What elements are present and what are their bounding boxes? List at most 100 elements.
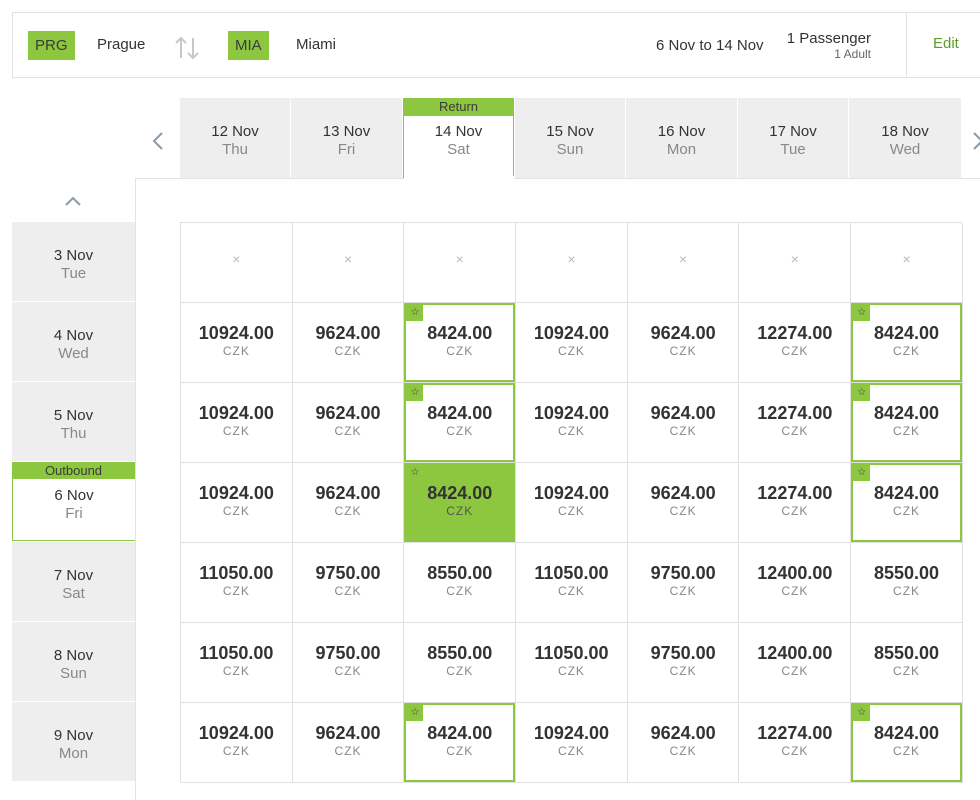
- currency-label: CZK: [557, 344, 585, 358]
- price-cell[interactable]: 8550.00 CZK: [851, 623, 963, 703]
- price-cell-unavailable: ×: [627, 223, 740, 303]
- price-cell[interactable]: 9624.00 CZK: [627, 303, 740, 383]
- price-cell[interactable]: 11050.00 CZK: [181, 623, 293, 703]
- outbound-tag: Outbound: [12, 462, 135, 479]
- dest-city: Miami: [296, 36, 336, 53]
- outbound-date-6[interactable]: 9 Nov Mon: [12, 702, 135, 781]
- price-cell[interactable]: 12274.00 CZK: [739, 303, 852, 383]
- currency-label: CZK: [557, 744, 585, 758]
- currency-label: CZK: [222, 344, 250, 358]
- price-cell[interactable]: 10924.00 CZK: [181, 463, 293, 543]
- price-cell[interactable]: 11050.00 CZK: [516, 543, 628, 623]
- price-cell[interactable]: 10924.00 CZK: [516, 463, 628, 543]
- price-cell-unavailable: ×: [404, 223, 517, 303]
- return-date-label: 16 Nov: [657, 123, 706, 140]
- currency-label: CZK: [893, 424, 921, 438]
- outbound-date-2[interactable]: 5 Nov Thu: [12, 382, 135, 461]
- divider: [906, 13, 907, 77]
- currency-label: CZK: [446, 504, 474, 518]
- price-cell[interactable]: 8550.00 CZK: [404, 623, 517, 703]
- price-cell[interactable]: 10924.00 CZK: [181, 703, 293, 783]
- price-value: 12274.00: [757, 323, 833, 343]
- price-cell[interactable]: ☆ 8424.00 CZK: [404, 303, 517, 383]
- outbound-date-0[interactable]: 3 Nov Tue: [12, 222, 135, 301]
- currency-label: CZK: [669, 504, 697, 518]
- price-value: 11050.00: [534, 643, 609, 663]
- price-cell[interactable]: 10924.00 CZK: [181, 303, 293, 383]
- return-date-label: 17 Nov: [769, 123, 817, 140]
- currency-label: CZK: [222, 504, 250, 518]
- price-cell[interactable]: 12400.00 CZK: [739, 623, 852, 703]
- currency-label: CZK: [893, 664, 921, 678]
- price-cell[interactable]: 11050.00 CZK: [181, 543, 293, 623]
- price-cell[interactable]: 9624.00 CZK: [627, 463, 740, 543]
- price-cell[interactable]: 9624.00 CZK: [292, 463, 405, 543]
- currency-label: CZK: [334, 344, 362, 358]
- price-cell[interactable]: 9750.00 CZK: [627, 623, 740, 703]
- price-cell[interactable]: 10924.00 CZK: [516, 703, 628, 783]
- outbound-date-3[interactable]: Outbound 6 Nov Fri: [12, 462, 135, 541]
- price-cell[interactable]: 11050.00 CZK: [516, 623, 628, 703]
- return-date-0[interactable]: 12 Nov Thu: [180, 98, 290, 178]
- return-date-1[interactable]: 13 Nov Fri: [291, 98, 402, 178]
- price-value: 12400.00: [757, 643, 833, 663]
- price-cell[interactable]: ☆ 8424.00 CZK: [404, 463, 517, 543]
- price-cell[interactable]: 8550.00 CZK: [404, 543, 517, 623]
- price-cell[interactable]: ☆ 8424.00 CZK: [404, 703, 517, 783]
- price-cell[interactable]: ☆ 8424.00 CZK: [851, 383, 963, 463]
- outbound-date-4[interactable]: 7 Nov Sat: [12, 542, 135, 621]
- price-cell[interactable]: 9624.00 CZK: [627, 703, 740, 783]
- price-cell[interactable]: 12274.00 CZK: [739, 463, 852, 543]
- price-cell[interactable]: 9624.00 CZK: [292, 383, 405, 463]
- price-cell[interactable]: 12274.00 CZK: [739, 383, 852, 463]
- return-date-5[interactable]: 17 Nov Tue: [738, 98, 848, 178]
- price-cell[interactable]: 9750.00 CZK: [292, 543, 405, 623]
- chevron-left-icon[interactable]: [150, 130, 166, 152]
- price-cell[interactable]: ☆ 8424.00 CZK: [851, 463, 963, 543]
- edit-search-link[interactable]: Edit: [933, 35, 959, 52]
- price-cell[interactable]: 9750.00 CZK: [627, 543, 740, 623]
- price-value: 8550.00: [427, 643, 493, 663]
- price-value: 8424.00: [873, 323, 940, 343]
- return-date-6[interactable]: 18 Nov Wed: [849, 98, 961, 178]
- unavailable-icon: ×: [343, 251, 353, 267]
- price-cell[interactable]: 9624.00 CZK: [292, 303, 405, 383]
- chevron-up-icon[interactable]: [63, 193, 83, 209]
- origin-city: Prague: [97, 36, 146, 53]
- outbound-day-label: Mon: [58, 745, 89, 762]
- price-cell[interactable]: 9624.00 CZK: [292, 703, 405, 783]
- price-value: 9750.00: [650, 643, 716, 663]
- selected-column-join: [404, 176, 514, 180]
- price-value: 8424.00: [873, 483, 940, 503]
- currency-label: CZK: [222, 664, 250, 678]
- price-value: 12274.00: [757, 403, 833, 423]
- price-cell[interactable]: 10924.00 CZK: [516, 383, 628, 463]
- price-cell[interactable]: ☆ 8424.00 CZK: [851, 703, 963, 783]
- return-date-2[interactable]: Return 14 Nov Sat: [403, 98, 514, 178]
- currency-label: CZK: [557, 424, 585, 438]
- unavailable-icon: ×: [902, 251, 911, 267]
- price-cell[interactable]: 8550.00 CZK: [851, 543, 963, 623]
- price-cell[interactable]: 9750.00 CZK: [292, 623, 405, 703]
- return-date-label: 12 Nov: [211, 123, 259, 140]
- price-value: 9750.00: [315, 563, 381, 583]
- swap-arrows-icon[interactable]: [173, 35, 201, 61]
- outbound-day-label: Sun: [60, 665, 87, 682]
- price-cell[interactable]: ☆ 8424.00 CZK: [404, 383, 517, 463]
- price-cell[interactable]: 10924.00 CZK: [181, 383, 293, 463]
- outbound-date-1[interactable]: 4 Nov Wed: [12, 302, 135, 381]
- currency-label: CZK: [781, 504, 809, 518]
- price-cell[interactable]: 12274.00 CZK: [739, 703, 852, 783]
- return-day-label: Tue: [780, 141, 806, 158]
- price-cell[interactable]: 10924.00 CZK: [516, 303, 628, 383]
- price-cell[interactable]: 12400.00 CZK: [739, 543, 852, 623]
- price-cell[interactable]: ☆ 8424.00 CZK: [851, 303, 963, 383]
- price-cell[interactable]: 9624.00 CZK: [627, 383, 740, 463]
- currency-label: CZK: [557, 504, 585, 518]
- return-day-label: Sat: [447, 141, 470, 158]
- outbound-date-5[interactable]: 8 Nov Sun: [12, 622, 135, 701]
- chevron-right-icon[interactable]: [970, 130, 980, 152]
- return-day-label: Mon: [666, 141, 697, 158]
- return-date-4[interactable]: 16 Nov Mon: [626, 98, 737, 178]
- return-date-3[interactable]: 15 Nov Sun: [515, 98, 625, 178]
